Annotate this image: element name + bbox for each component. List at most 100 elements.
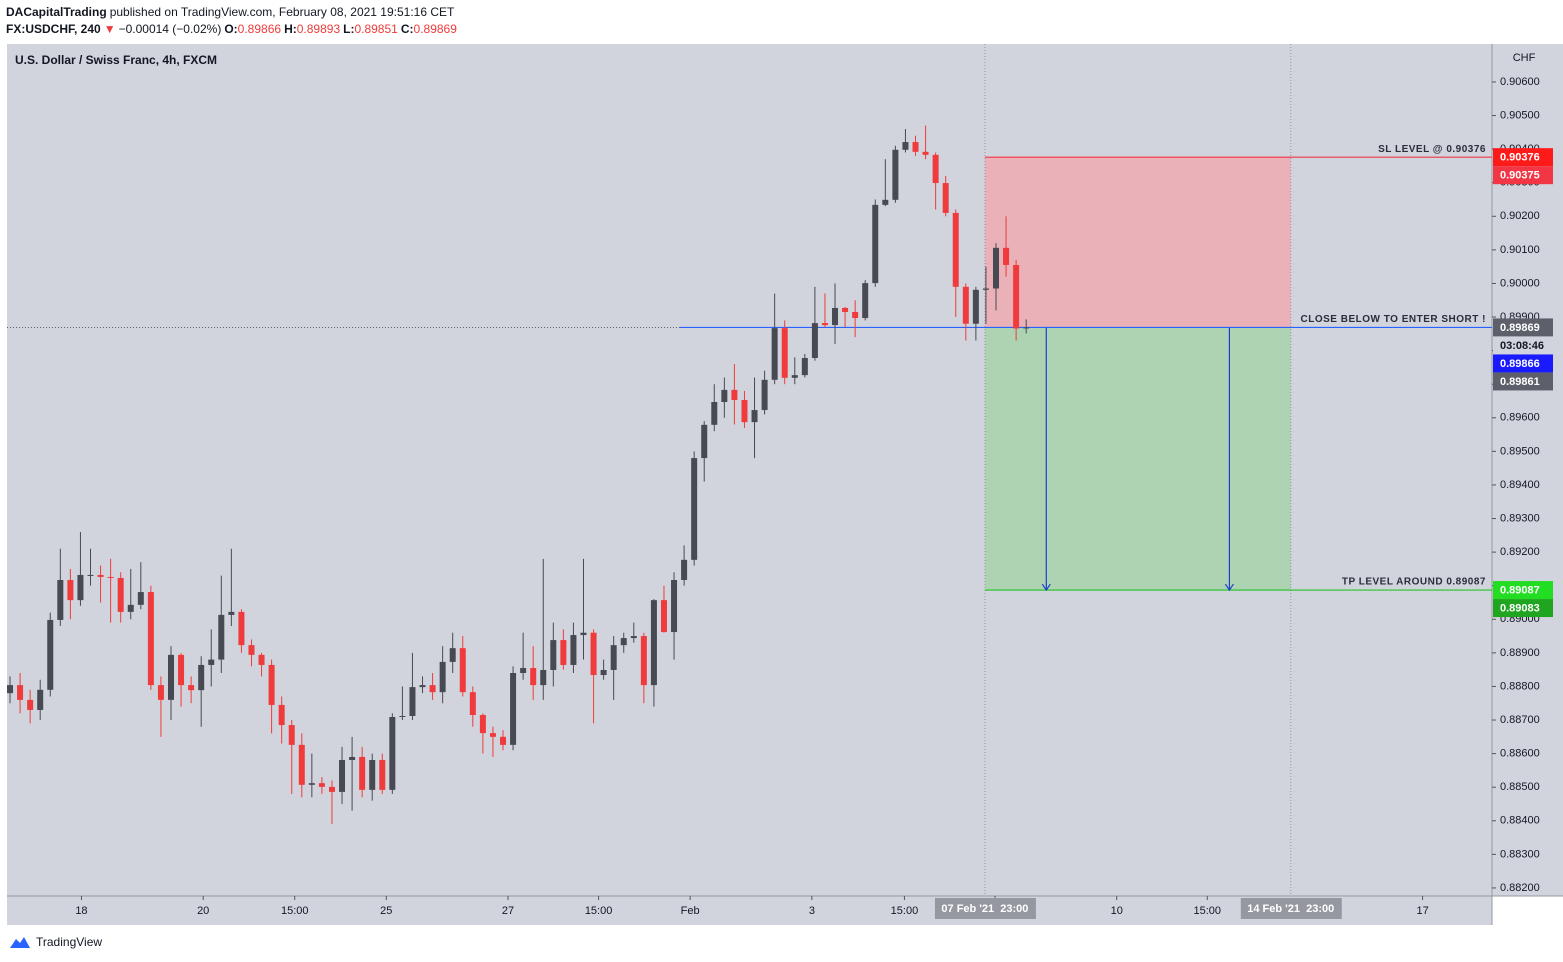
candle-body xyxy=(67,579,74,601)
y-tick-label: 0.90500 xyxy=(1500,109,1540,121)
candle-body xyxy=(479,714,486,734)
x-tick-label: 15:00 xyxy=(891,905,919,917)
plot xyxy=(7,44,1492,896)
x-tick-label: 3 xyxy=(809,905,815,917)
candle-body xyxy=(449,648,456,662)
stop-zone xyxy=(984,157,1291,328)
price-badge-label: 0.89866 xyxy=(1500,358,1540,370)
price-badge-label: 0.90376 xyxy=(1500,152,1540,164)
y-tick-label: 0.90200 xyxy=(1500,210,1540,222)
candle-body xyxy=(560,640,567,665)
y-tick-label: 0.88300 xyxy=(1500,848,1540,860)
price-badge xyxy=(1493,166,1553,185)
annotation: SL LEVEL @ 0.90376 xyxy=(1378,144,1486,155)
candle-body xyxy=(691,458,698,560)
candle-body xyxy=(359,756,366,790)
candle-body xyxy=(751,410,758,423)
candle-body xyxy=(500,736,507,745)
y-tick-label: 0.89300 xyxy=(1500,512,1540,524)
date-badge-label: 14 Feb '21 23:00 xyxy=(1247,903,1334,915)
y-tick-label: 0.89200 xyxy=(1500,546,1540,558)
candle-body xyxy=(389,717,396,790)
x-tick-label: 15:00 xyxy=(281,905,309,917)
price-badge-label: 0.89861 xyxy=(1500,376,1540,388)
y-tick-label: 0.89600 xyxy=(1500,412,1540,424)
candle-body xyxy=(429,685,436,693)
header-line: DACapitalTrading published on TradingView… xyxy=(6,4,463,21)
candle-body xyxy=(399,715,406,718)
currency: CHF xyxy=(1513,52,1536,64)
candle-body xyxy=(660,600,667,633)
logo xyxy=(10,937,30,948)
candle-body xyxy=(590,632,597,676)
candle-body xyxy=(570,635,577,665)
y-tick-label: 0.90100 xyxy=(1500,244,1540,256)
y-tick-label: 0.88500 xyxy=(1500,781,1540,793)
price-badge xyxy=(1493,581,1553,600)
candle-body xyxy=(419,685,426,688)
candle-body xyxy=(97,574,104,577)
candle-body xyxy=(459,648,466,693)
candle-body xyxy=(791,375,798,378)
price-badge-label: 0.90375 xyxy=(1500,170,1540,182)
price-badge-label: 0.89869 xyxy=(1500,322,1540,334)
candle-body xyxy=(510,673,517,745)
candle-body xyxy=(369,759,376,790)
published: published on TradingView.com, February 0… xyxy=(109,5,455,19)
author: DACapitalTrading xyxy=(6,5,107,19)
candle-body xyxy=(328,786,335,792)
x-tick-label: 15:00 xyxy=(1194,905,1222,917)
brand: TradingView xyxy=(36,935,103,949)
price-badge xyxy=(1493,599,1553,618)
candle-body xyxy=(1023,327,1030,329)
candle-body xyxy=(188,685,195,691)
candle-body xyxy=(972,289,979,324)
candle-body xyxy=(982,288,989,290)
candle-body xyxy=(550,640,557,670)
candle-body xyxy=(650,600,657,686)
candle-body xyxy=(912,142,919,152)
candle-body xyxy=(469,692,476,715)
candle-body xyxy=(671,579,678,633)
countdown: 03:08:46 xyxy=(1500,340,1544,352)
candle-body xyxy=(630,636,637,639)
ohlc-label: C: xyxy=(400,22,414,36)
candle-body xyxy=(47,619,54,690)
candle-body xyxy=(892,149,899,200)
candle-body xyxy=(87,574,94,576)
price-badge xyxy=(1493,354,1553,373)
y-tick-label: 0.88900 xyxy=(1500,647,1540,659)
x-tick-label: 27 xyxy=(502,905,514,917)
ohlc-value: 0.89851 xyxy=(354,22,398,36)
candle-body xyxy=(238,611,245,646)
x-tick-label: 20 xyxy=(197,905,209,917)
candle-body xyxy=(218,614,225,660)
price-badge xyxy=(1493,318,1553,337)
candle-body xyxy=(932,154,939,184)
price-badge-label: 0.89087 xyxy=(1500,584,1540,596)
candle-body xyxy=(540,669,547,686)
candle-body xyxy=(439,661,446,693)
chart-title: U.S. Dollar / Swiss Franc, 4h, FXCM xyxy=(15,53,217,67)
candle-body xyxy=(811,323,818,359)
ohlc-value: 0.89866 xyxy=(237,22,282,36)
candle-body xyxy=(842,307,849,312)
candle-body xyxy=(489,733,496,737)
candle-body xyxy=(318,783,325,787)
ohlc-label: O: xyxy=(224,22,238,36)
candle-body xyxy=(258,654,265,665)
y-tick-label: 0.90000 xyxy=(1500,277,1540,289)
y-tick-label: 0.88600 xyxy=(1500,748,1540,760)
header-line: FX:USDCHF, 240 ▼ −0.00014 (−0.02%) O:0.8986… xyxy=(6,21,463,38)
arrow: ▼ xyxy=(103,22,116,36)
header: DACapitalTrading published on TradingView… xyxy=(6,4,463,38)
symbol: FX:USDCHF, 240 xyxy=(6,22,101,36)
candle-body xyxy=(278,704,285,726)
arrow-head xyxy=(1224,583,1234,592)
candle-body xyxy=(57,579,64,620)
x-tick-label: 18 xyxy=(75,905,87,917)
candle-body xyxy=(992,247,999,289)
candle-body xyxy=(781,328,788,378)
candle-body xyxy=(771,328,778,380)
